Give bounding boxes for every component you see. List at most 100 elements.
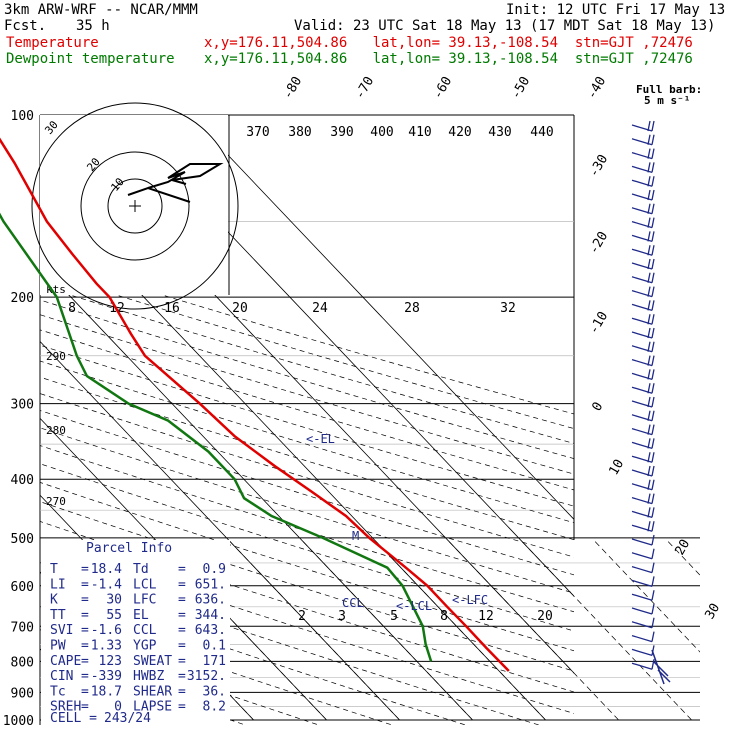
wind-barb-flag — [651, 300, 655, 311]
wind-barb-flag — [651, 479, 655, 490]
parcel-key: LCL — [133, 577, 157, 592]
dry-adiabat-340 — [40, 463, 574, 632]
wind-barb — [631, 659, 655, 670]
wind-barb — [631, 217, 655, 229]
parcel-value: 643. — [195, 623, 226, 638]
parcel-key: SHEAR — [133, 684, 172, 699]
isotherm-label: -60 — [430, 74, 455, 102]
parcel-eq: = — [81, 654, 89, 669]
wind-barb-flag — [647, 341, 651, 352]
theta-e-label: 440 — [530, 125, 553, 140]
pressure-label-300: 300 — [11, 398, 34, 413]
wind-barb — [631, 369, 655, 381]
parcel-value: -339 — [91, 669, 122, 684]
wind-barb — [631, 258, 655, 270]
parcel-value: 1.33 — [91, 639, 122, 654]
wind-barb-flag — [647, 120, 651, 132]
hodograph-ring10 — [107, 178, 163, 234]
forecast-label: Fcst. — [4, 18, 47, 34]
wind-barb-flag — [647, 300, 651, 311]
wind-barb — [631, 576, 655, 588]
isotherm-label: -80 — [280, 74, 305, 102]
wind-barb-flag — [647, 148, 651, 159]
wind-barb-flag — [651, 258, 655, 270]
wind-barb-flag — [651, 120, 655, 132]
parcel-key: YGP — [133, 639, 157, 654]
parcel-key: LI — [50, 577, 66, 592]
wind-barb-flag — [651, 314, 655, 325]
lower-line--10 — [155, 540, 327, 721]
parcel-key: SVI — [50, 623, 73, 638]
wind-barb-flag — [647, 162, 651, 173]
wind-barb-flag — [651, 148, 655, 159]
wind-barb — [631, 134, 655, 146]
hodograph-speed-label: 16 — [164, 301, 180, 316]
wind-barb-flag — [647, 521, 651, 532]
lower-line-10 — [301, 540, 473, 721]
mixing-ratio-label: 2 — [298, 609, 306, 624]
wind-barb-flag — [647, 286, 651, 297]
wind-barb-flag — [651, 286, 655, 297]
parcel-key: PW — [50, 639, 66, 654]
wind-barb-cluster — [651, 649, 671, 685]
pressure-label-600: 600 — [11, 580, 34, 595]
wind-barb-flag — [651, 162, 655, 173]
pressure-label-700: 700 — [11, 620, 34, 635]
wind-barb-flag — [651, 603, 655, 615]
wind-barb-flag — [651, 369, 655, 380]
isotherm-50 — [189, 115, 574, 520]
parcel-key: SWEAT — [133, 654, 172, 669]
wind-barb — [631, 548, 655, 560]
wind-barb — [631, 452, 655, 463]
parcel-eq: = — [178, 654, 186, 669]
wind-barb-flag — [647, 203, 651, 214]
wind-barb-flag — [647, 189, 651, 201]
wind-barb — [631, 590, 655, 601]
parcel-value: 18.7 — [91, 684, 122, 699]
theta-e-label: 390 — [330, 125, 353, 140]
dry-adiabat-460 — [40, 270, 574, 429]
wind-barb-flag — [647, 452, 651, 463]
parcel-eq: = — [81, 623, 89, 638]
lower-line-30 — [447, 540, 619, 721]
wind-barb-flag — [651, 355, 655, 366]
parcel-eq: = — [81, 577, 89, 592]
wind-barb-flag — [651, 521, 655, 532]
wind-barb — [631, 314, 655, 325]
lower-line-50 — [593, 540, 700, 653]
lcl-marker: <-LCL — [396, 599, 432, 613]
wind-barb-shaft — [631, 593, 653, 601]
pressure-label-900: 900 — [11, 686, 34, 701]
wind-barb-shaft — [631, 621, 653, 629]
theta-label: 280 — [46, 424, 66, 437]
wind-barb — [631, 120, 655, 132]
hodograph-ring30 — [31, 102, 239, 310]
theta-e-label: 410 — [408, 125, 431, 140]
wind-barb — [631, 479, 655, 491]
hodograph-speed-label: 24 — [312, 301, 328, 316]
barb-legend-title: Full barb: — [636, 83, 702, 96]
dry-adiabat-270 — [40, 606, 394, 725]
wind-barb-flag — [647, 355, 651, 366]
parcel-value: 30 — [106, 593, 122, 608]
mixing-ratio-label: 12 — [478, 609, 494, 624]
wind-barb — [631, 645, 655, 657]
pressure-label-500: 500 — [11, 532, 34, 547]
parcel-eq: = — [81, 639, 89, 654]
parcel-key: LAPSE — [133, 700, 172, 715]
wind-barb-flag — [651, 659, 655, 670]
theta-label: 270 — [46, 495, 66, 508]
parcel-eq: = — [81, 608, 89, 623]
wind-barb — [631, 341, 655, 353]
wind-barb-flag — [651, 617, 655, 628]
el-marker: <-EL — [306, 432, 335, 446]
wind-barb — [631, 410, 655, 422]
wind-barb-flag — [651, 548, 655, 559]
theta-e-label: 400 — [370, 125, 393, 140]
mixing-ratio-label: 3 — [338, 609, 346, 624]
wind-barb — [631, 396, 655, 408]
wind-barb-flag — [651, 383, 655, 394]
theta-label: 290 — [46, 350, 66, 363]
parcel-key: Tc — [50, 684, 66, 699]
